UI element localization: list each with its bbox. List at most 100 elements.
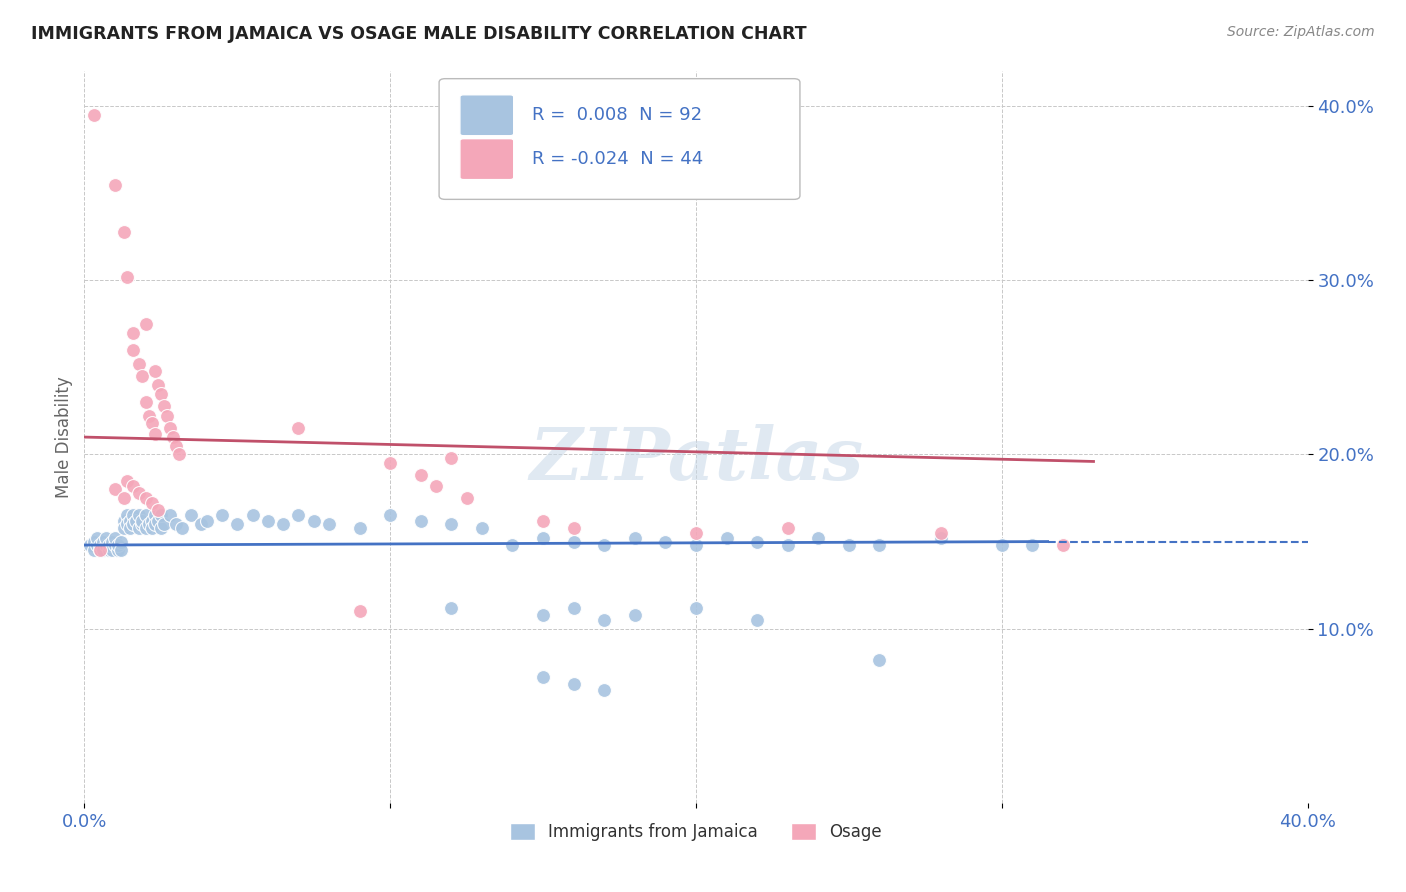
Point [349, 521, 371, 535]
Point [146, 514, 169, 528]
Point [409, 468, 432, 483]
Point [112, 521, 135, 535]
Point [716, 531, 738, 545]
Point [776, 538, 799, 552]
Point [162, 430, 184, 444]
Point [128, 508, 150, 523]
Point [115, 517, 138, 532]
Point [86, 538, 108, 552]
Point [685, 600, 707, 615]
Point [159, 508, 181, 523]
Point [104, 531, 127, 545]
Point [380, 456, 402, 470]
Point [125, 514, 148, 528]
Point [89, 543, 111, 558]
Point [869, 653, 891, 667]
Point [104, 538, 127, 552]
Point [929, 525, 952, 540]
Point [94, 538, 117, 552]
Point [83, 108, 105, 122]
Point [143, 508, 166, 523]
Point [135, 395, 157, 409]
Point [131, 369, 153, 384]
Point [167, 448, 190, 462]
Point [654, 534, 676, 549]
Point [112, 225, 135, 239]
Point [149, 508, 172, 523]
Text: ZIPatlas: ZIPatlas [529, 424, 863, 494]
Point [131, 517, 153, 532]
Point [195, 514, 218, 528]
Point [120, 514, 142, 528]
Point [593, 613, 616, 627]
Point [165, 517, 187, 532]
Point [159, 421, 181, 435]
Point [141, 514, 163, 528]
Point [287, 508, 309, 523]
Point [1052, 538, 1074, 552]
Point [562, 677, 585, 691]
Point [146, 503, 169, 517]
Point [112, 491, 135, 505]
Point [141, 521, 163, 535]
Point [115, 474, 138, 488]
Point [110, 543, 132, 558]
Point [440, 600, 463, 615]
Point [776, 521, 799, 535]
Point [271, 517, 294, 532]
Point [104, 178, 127, 192]
Point [128, 521, 150, 535]
Point [131, 514, 153, 528]
Point [929, 531, 952, 545]
Point [624, 531, 647, 545]
Point [101, 534, 124, 549]
Point [165, 439, 187, 453]
Point [456, 491, 478, 505]
Point [128, 485, 150, 500]
Point [302, 514, 325, 528]
Point [531, 670, 554, 684]
FancyBboxPatch shape [439, 78, 800, 200]
Point [104, 483, 127, 497]
Point [122, 343, 145, 357]
Point [141, 416, 163, 430]
Point [112, 514, 135, 528]
Point [91, 543, 114, 558]
Point [242, 508, 264, 523]
Point [287, 421, 309, 435]
Point [226, 517, 249, 532]
Point [101, 543, 124, 558]
Point [143, 426, 166, 441]
Point [89, 538, 111, 552]
Point [122, 326, 145, 340]
Point [135, 317, 157, 331]
Point [502, 538, 524, 552]
Point [685, 525, 707, 540]
Point [190, 517, 212, 532]
Point [624, 607, 647, 622]
Point [593, 682, 616, 697]
Point [86, 531, 108, 545]
Point [143, 364, 166, 378]
Point [89, 543, 111, 558]
FancyBboxPatch shape [460, 138, 513, 179]
Point [91, 534, 114, 549]
Point [562, 521, 585, 535]
Point [122, 517, 145, 532]
Point [143, 517, 166, 532]
Point [531, 531, 554, 545]
Point [107, 538, 129, 552]
Point [747, 613, 769, 627]
Point [146, 377, 169, 392]
Point [156, 409, 179, 424]
Y-axis label: Male Disability: Male Disability [55, 376, 73, 498]
Point [869, 538, 891, 552]
Point [562, 534, 585, 549]
Point [135, 521, 157, 535]
Point [122, 508, 145, 523]
Point [153, 399, 176, 413]
FancyBboxPatch shape [460, 95, 513, 136]
Point [115, 508, 138, 523]
Point [83, 543, 105, 558]
Text: R = -0.024  N = 44: R = -0.024 N = 44 [531, 150, 703, 168]
